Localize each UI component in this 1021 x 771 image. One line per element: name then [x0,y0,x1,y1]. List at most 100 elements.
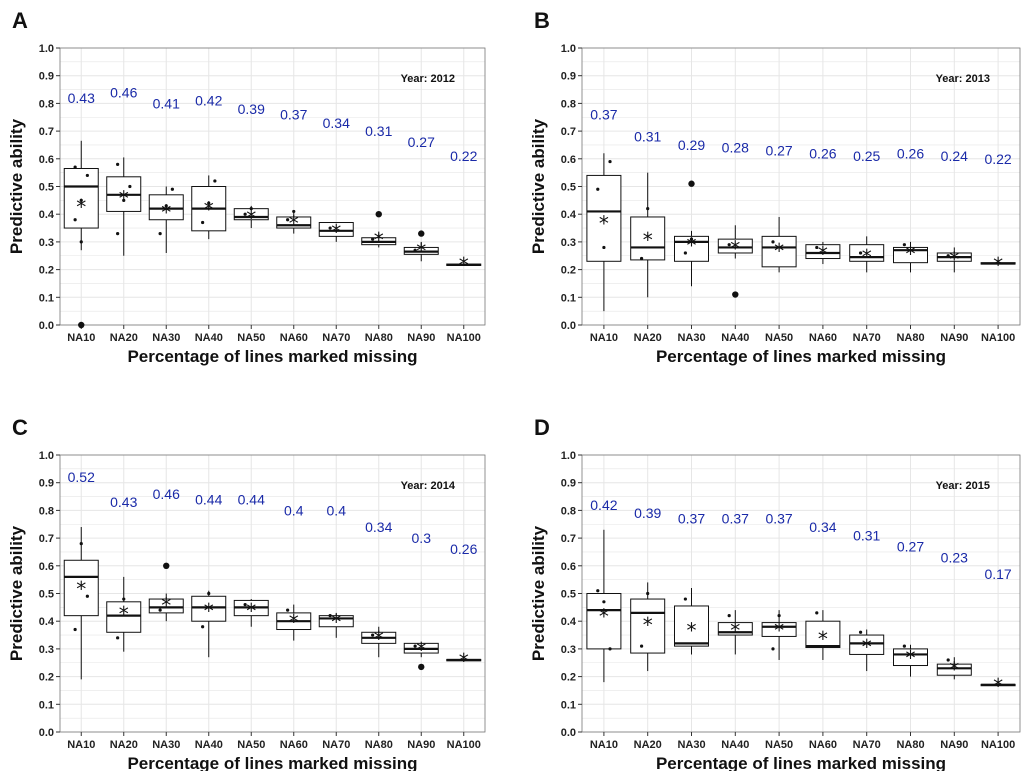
ytick-label: 0.9 [39,478,54,490]
ytick-label: 0.7 [39,126,54,138]
xtick-label: NA10 [67,332,95,344]
mean-marker: * [161,594,171,618]
mean-marker: * [246,599,256,623]
mean-marker: * [687,234,697,258]
mean-marker: * [76,195,86,219]
mean-marker: * [993,674,1003,698]
x-axis-title: Percentage of lines marked missing [127,347,417,366]
mean-annotation: 0.37 [765,511,792,527]
xtick-label: NA90 [940,739,968,751]
ytick-label: 0.6 [561,154,576,166]
y-axis-title: Predictive ability [7,118,26,254]
mean-marker: * [730,236,740,260]
data-point [602,245,606,250]
mean-marker: * [119,602,129,626]
box-iqr [761,235,797,268]
outlier-point [163,562,170,569]
mean-marker: * [204,198,214,222]
x-axis-title: Percentage of lines marked missing [656,754,946,771]
box-iqr [893,648,928,667]
ytick-label: 0.8 [39,505,54,517]
mean-marker: * [76,577,86,601]
data-point [683,597,687,601]
data-point [79,542,83,546]
data-point [158,608,162,612]
mean-marker: * [416,638,426,662]
box-iqr [674,605,709,647]
mean-marker: * [993,253,1003,277]
data-point [73,218,77,222]
data-point [608,159,612,164]
data-point [116,231,120,236]
box-NA80: * [893,644,928,677]
xtick-label: NA70 [322,739,350,751]
mean-marker: * [949,248,959,272]
ytick-label: 0.0 [561,320,576,332]
data-point [689,237,694,241]
ytick-label: 0.2 [561,265,576,277]
ytick-label: 0.5 [561,182,576,194]
box-NA100: * [980,674,1016,698]
mean-annotation: 0.37 [678,511,705,527]
box-NA60: * [805,610,841,660]
ytick-label: 0.4 [39,209,55,221]
panel-letter: C [12,415,28,440]
data-point [946,254,950,258]
data-point [292,209,296,214]
mean-marker: * [599,605,609,629]
data-point [371,633,375,637]
box-NA50: * [761,216,797,273]
year-label: Year: 2014 [401,480,456,492]
xtick-label: NA60 [809,739,837,751]
data-point [164,204,168,208]
data-point [213,179,217,183]
box-NA60: * [276,604,312,641]
box-NA70: * [849,629,885,672]
box-NA20: * [106,157,142,256]
data-point [201,625,205,629]
data-point [79,198,83,202]
box-iqr [63,559,99,617]
mean-annotation: 0.22 [984,151,1011,167]
mean-marker: * [862,635,872,659]
box-NA10: * [586,153,622,312]
xtick-label: NA30 [152,332,180,344]
ytick-label: 0.2 [39,672,54,684]
box-NA40: * [191,175,227,240]
box-NA50: * [233,205,269,230]
mean-annotation: 0.34 [323,115,350,131]
box-NA50: * [761,610,797,660]
ytick-label: 0.1 [39,699,54,711]
xtick-label: NA60 [809,332,837,344]
box-NA80: * [893,241,928,273]
box-iqr [849,634,885,655]
panel-letter: D [534,415,550,440]
data-point [946,658,950,662]
xtick-label: NA30 [677,739,705,751]
mean-annotation: 0.41 [153,95,180,111]
mean-marker: * [289,610,299,634]
ytick-label: 0.9 [561,71,576,83]
mean-marker: * [906,646,916,670]
ytick-label: 0.3 [561,237,576,249]
data-point [683,251,687,255]
data-point [158,231,162,236]
data-point [128,184,132,189]
xtick-label: NA90 [407,332,435,344]
mean-marker: * [643,228,653,252]
mean-annotation: 0.26 [809,145,836,161]
mean-marker: * [459,649,469,673]
box-NA60: * [276,209,312,236]
ytick-label: 0.7 [561,126,576,138]
mean-marker: * [289,212,299,236]
xtick-label: NA100 [981,332,1015,344]
box-NA20: * [106,576,142,652]
box-iqr [586,593,622,650]
data-point [777,614,781,618]
xtick-label: NA60 [280,332,308,344]
box-iqr [318,615,354,628]
xtick-label: NA20 [110,739,138,751]
mean-annotation: 0.26 [450,541,477,557]
year-label: Year: 2012 [401,73,455,85]
